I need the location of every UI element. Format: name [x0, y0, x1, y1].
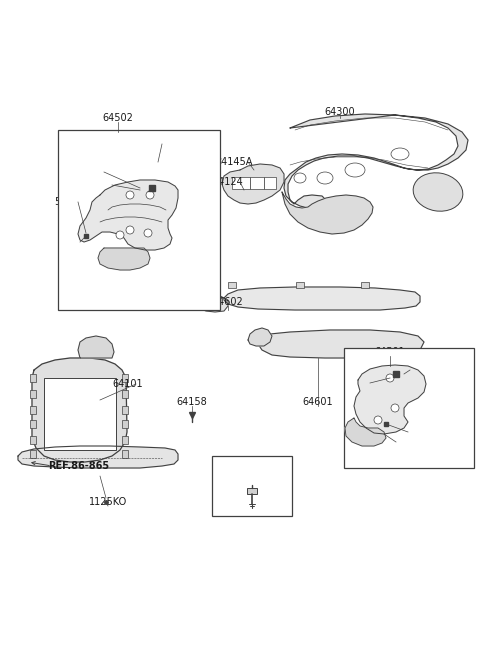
Polygon shape	[194, 290, 228, 312]
Bar	[232, 177, 250, 189]
Ellipse shape	[317, 172, 333, 184]
Text: REF.86-865: REF.86-865	[48, 461, 109, 471]
Circle shape	[126, 191, 134, 199]
Polygon shape	[32, 358, 127, 462]
Bar	[58, 130, 220, 310]
Ellipse shape	[391, 148, 409, 160]
Bar	[30, 374, 36, 382]
Text: 64602: 64602	[213, 297, 243, 307]
Bar	[247, 488, 257, 494]
Polygon shape	[345, 418, 386, 446]
Bar	[212, 456, 292, 516]
Bar	[30, 406, 36, 414]
Bar	[228, 282, 236, 288]
Text: 64502: 64502	[103, 113, 133, 123]
Text: 1125KO: 1125KO	[89, 497, 127, 507]
Polygon shape	[258, 330, 424, 358]
Polygon shape	[284, 114, 468, 208]
Polygon shape	[78, 180, 178, 250]
Bar	[122, 420, 128, 428]
Polygon shape	[222, 164, 284, 204]
Bar	[250, 177, 264, 189]
Text: 84124: 84124	[213, 177, 243, 187]
Circle shape	[126, 226, 134, 234]
Bar	[296, 282, 304, 288]
Polygon shape	[354, 365, 426, 434]
Bar	[122, 436, 128, 444]
Text: 508A0: 508A0	[84, 180, 116, 190]
Bar	[30, 450, 36, 458]
Text: 64517: 64517	[77, 167, 108, 177]
Text: 71125R: 71125R	[143, 135, 181, 145]
Bar	[122, 406, 128, 414]
Polygon shape	[282, 192, 373, 234]
Circle shape	[391, 404, 399, 412]
Circle shape	[374, 416, 382, 424]
Text: 52251: 52251	[376, 437, 408, 447]
Bar	[264, 177, 276, 189]
Text: 84145A: 84145A	[216, 157, 252, 167]
Text: 64101: 64101	[113, 379, 144, 389]
Bar	[30, 390, 36, 398]
Bar	[122, 450, 128, 458]
Ellipse shape	[345, 163, 365, 177]
Bar	[122, 390, 128, 398]
Text: 64300: 64300	[324, 107, 355, 117]
Text: 64158: 64158	[177, 397, 207, 407]
Text: 1243BE: 1243BE	[233, 463, 271, 473]
Polygon shape	[78, 336, 114, 358]
Text: 64501: 64501	[374, 347, 406, 357]
Bar	[344, 348, 474, 468]
Polygon shape	[18, 446, 178, 468]
Ellipse shape	[294, 173, 306, 183]
Circle shape	[144, 229, 152, 237]
Text: 71115L: 71115L	[392, 361, 428, 371]
Circle shape	[386, 374, 394, 382]
Ellipse shape	[413, 173, 463, 211]
Circle shape	[146, 191, 154, 199]
Circle shape	[116, 231, 124, 239]
Bar	[122, 374, 128, 382]
Polygon shape	[224, 287, 420, 310]
Bar	[30, 436, 36, 444]
Text: 52229: 52229	[54, 197, 85, 207]
Polygon shape	[248, 328, 272, 346]
Text: 54240: 54240	[350, 378, 382, 388]
Bar	[30, 420, 36, 428]
Bar	[44, 378, 116, 450]
Text: 64601: 64601	[303, 397, 333, 407]
Text: 508A0Z: 508A0Z	[391, 423, 429, 433]
Bar	[361, 282, 369, 288]
Polygon shape	[98, 248, 150, 270]
